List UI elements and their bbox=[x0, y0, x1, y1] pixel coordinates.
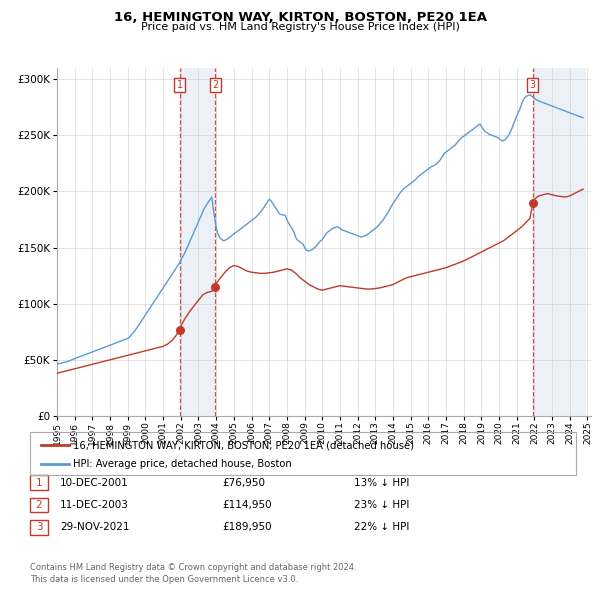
Text: HPI: Average price, detached house, Boston: HPI: Average price, detached house, Bost… bbox=[73, 460, 292, 469]
Text: 3: 3 bbox=[530, 80, 536, 90]
Bar bbox=[533, 68, 586, 416]
Text: Price paid vs. HM Land Registry's House Price Index (HPI): Price paid vs. HM Land Registry's House … bbox=[140, 22, 460, 32]
Text: 16, HEMINGTON WAY, KIRTON, BOSTON, PE20 1EA: 16, HEMINGTON WAY, KIRTON, BOSTON, PE20 … bbox=[113, 11, 487, 24]
Text: 22% ↓ HPI: 22% ↓ HPI bbox=[354, 523, 409, 532]
Text: £114,950: £114,950 bbox=[222, 500, 272, 510]
Text: 23% ↓ HPI: 23% ↓ HPI bbox=[354, 500, 409, 510]
Text: £76,950: £76,950 bbox=[222, 478, 265, 487]
Text: 2: 2 bbox=[212, 80, 218, 90]
Text: 11-DEC-2003: 11-DEC-2003 bbox=[60, 500, 129, 510]
Text: 29-NOV-2021: 29-NOV-2021 bbox=[60, 523, 130, 532]
Text: 10-DEC-2001: 10-DEC-2001 bbox=[60, 478, 129, 487]
Text: Contains HM Land Registry data © Crown copyright and database right 2024.: Contains HM Land Registry data © Crown c… bbox=[30, 563, 356, 572]
Text: 13% ↓ HPI: 13% ↓ HPI bbox=[354, 478, 409, 487]
Text: 16, HEMINGTON WAY, KIRTON, BOSTON, PE20 1EA (detached house): 16, HEMINGTON WAY, KIRTON, BOSTON, PE20 … bbox=[73, 440, 414, 450]
Text: This data is licensed under the Open Government Licence v3.0.: This data is licensed under the Open Gov… bbox=[30, 575, 298, 584]
Text: £189,950: £189,950 bbox=[222, 523, 272, 532]
Text: 1: 1 bbox=[35, 478, 43, 487]
Text: 1: 1 bbox=[176, 80, 183, 90]
Bar bbox=[180, 68, 215, 416]
Text: 3: 3 bbox=[35, 523, 43, 532]
Text: 2: 2 bbox=[35, 500, 43, 510]
